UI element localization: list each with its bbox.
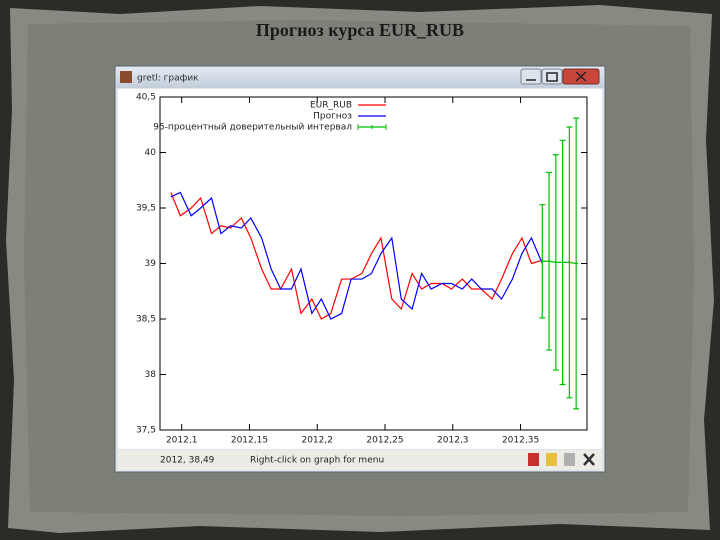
x-tick-label: 2012,2	[301, 436, 333, 446]
zoom-icon[interactable]	[564, 453, 575, 466]
point-marker	[560, 260, 565, 265]
legend-label: Прогноз	[313, 112, 352, 122]
window-button-glyphs	[526, 71, 587, 82]
status-hint: Right-click on graph for menu	[250, 456, 384, 466]
x-tick-label: 2012,1	[166, 436, 198, 446]
x-tick-label: 2012,3	[437, 436, 469, 446]
pdf-icon[interactable]	[528, 453, 539, 466]
minimize-button[interactable]	[520, 68, 542, 85]
x-tick-label: 2012,15	[231, 436, 268, 446]
series-line	[170, 191, 543, 320]
plot: 37,5 38 38,5 39 39,5 40 40,5 2012,1 2012,15 2012,…	[136, 93, 587, 446]
slide-title: Прогноз курса EUR_RUB	[256, 20, 464, 40]
point-marker	[547, 259, 552, 264]
legend-label: EUR_RUB	[310, 101, 352, 111]
y-tick-label: 38	[145, 370, 157, 380]
y-tick-label: 38,5	[136, 315, 156, 325]
point-marker	[553, 260, 558, 265]
y-tick-label: 37,5	[136, 426, 156, 436]
y-tick-label: 39	[145, 259, 157, 269]
point-marker	[540, 259, 545, 264]
point-marker	[574, 261, 579, 266]
y-tick-label: 40,5	[136, 93, 156, 103]
y-tick-label: 39,5	[136, 204, 156, 214]
title-bar	[116, 67, 604, 88]
close-plot-icon[interactable]	[583, 453, 595, 466]
x-tick-label: 2012,35	[502, 436, 539, 446]
status-bar	[118, 450, 602, 470]
app-icon	[120, 71, 132, 83]
status-coords: 2012, 38,49	[160, 456, 215, 466]
edit-icon[interactable]	[546, 453, 557, 466]
legend-label: 95-процентный доверительный интервал	[153, 123, 352, 133]
legend-swatch	[357, 124, 387, 130]
point-marker	[567, 260, 572, 265]
x-tick-label: 2012,25	[366, 436, 403, 446]
plot-canvas	[118, 89, 602, 449]
y-tick-label: 40	[145, 148, 157, 158]
window-title: gretl: график	[137, 74, 199, 84]
